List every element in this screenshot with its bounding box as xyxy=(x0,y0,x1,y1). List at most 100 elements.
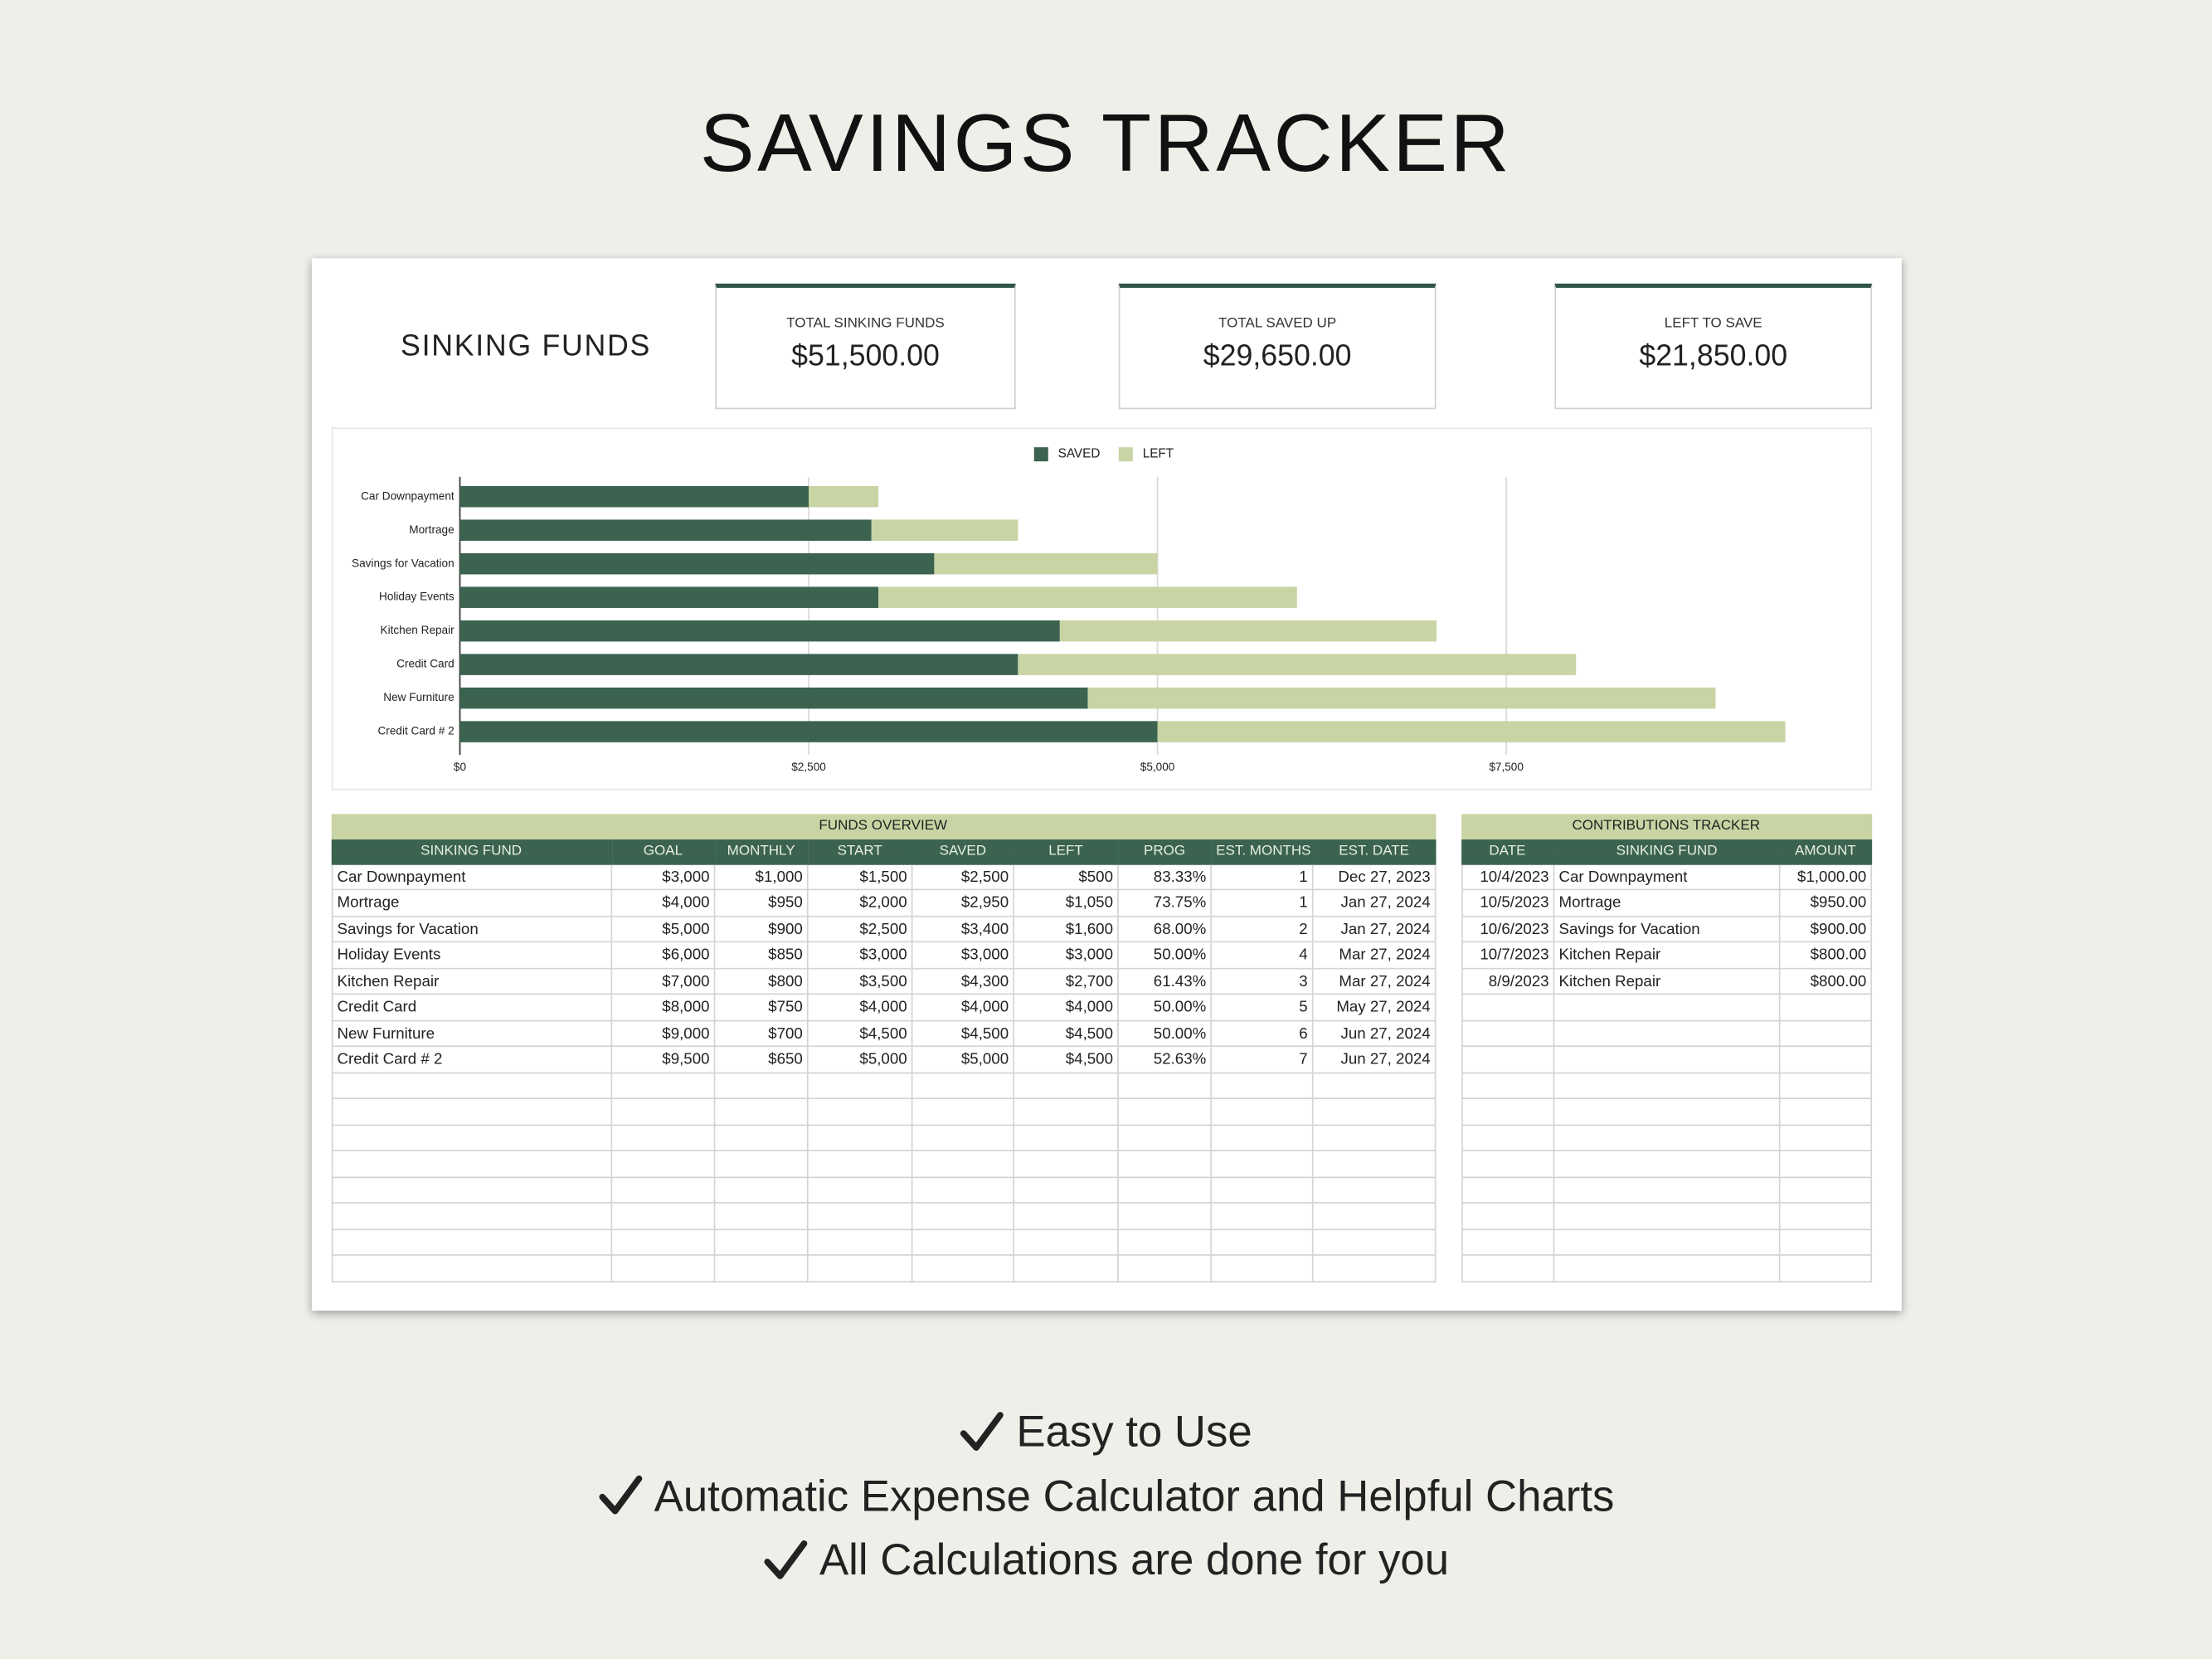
table-cell: $6,000 xyxy=(612,942,716,969)
empty-cell xyxy=(1313,1125,1437,1151)
empty-cell xyxy=(1014,1125,1119,1151)
empty-cell xyxy=(808,1255,913,1282)
table-cell: Car Downpayment xyxy=(1554,864,1781,891)
table-header: DATE xyxy=(1461,839,1555,864)
table-cell: Savings for Vacation xyxy=(1554,916,1781,943)
bar xyxy=(1059,620,1437,642)
table-cell: $2,500 xyxy=(808,916,913,943)
empty-cell xyxy=(1461,1177,1555,1204)
table-cell: $5,000 xyxy=(808,1047,913,1073)
empty-cell xyxy=(912,1151,1014,1178)
table-cell: Dec 27, 2023 xyxy=(1313,864,1437,891)
empty-cell xyxy=(1780,1098,1873,1126)
table-cell: $3,000 xyxy=(612,864,716,891)
empty-cell xyxy=(1014,1203,1119,1230)
table-cell: $800.00 xyxy=(1780,942,1873,969)
table-header: START xyxy=(808,839,913,864)
table-cell: 2 xyxy=(1212,916,1314,943)
kpi-card: TOTAL SAVED UP $29,650.00 xyxy=(1118,283,1437,410)
kpi-value: $21,850.00 xyxy=(1639,339,1788,373)
kpi-label: LEFT TO SAVE xyxy=(1664,315,1762,332)
kpi-label: TOTAL SINKING FUNDS xyxy=(786,315,945,332)
table-cell: Savings for Vacation xyxy=(331,916,613,943)
kpi-value: $29,650.00 xyxy=(1203,339,1352,373)
feature-text: All Calculations are done for you xyxy=(819,1535,1450,1585)
y-tick-label: Credit Card # 2 xyxy=(377,725,454,737)
table-cell: $4,500 xyxy=(1014,1020,1119,1048)
table-cell: Kitchen Repair xyxy=(1554,942,1781,969)
table-cell: 1 xyxy=(1212,864,1314,891)
check-icon xyxy=(764,1540,808,1579)
feature-item: Easy to Use xyxy=(0,1399,2212,1463)
table-cell: $3,500 xyxy=(808,968,913,995)
y-tick-label: Car Downpayment xyxy=(361,489,455,502)
table-cell: Mortrage xyxy=(1554,890,1781,917)
empty-cell xyxy=(715,1098,809,1126)
empty-cell xyxy=(331,1177,613,1204)
table-cell: 68.00% xyxy=(1118,916,1213,943)
empty-cell xyxy=(1461,1073,1555,1099)
empty-cell xyxy=(1118,1098,1213,1126)
table-cell: 5 xyxy=(1212,995,1314,1021)
bar xyxy=(459,485,809,508)
feature-item: All Calculations are done for you xyxy=(0,1528,2212,1592)
empty-cell xyxy=(1461,1229,1555,1256)
table-cell: $650 xyxy=(715,1047,809,1073)
bar xyxy=(459,654,1018,675)
legend-label: LEFT xyxy=(1143,447,1174,461)
empty-cell xyxy=(1554,1125,1781,1151)
legend-swatch xyxy=(1118,447,1133,462)
empty-cell xyxy=(1313,1255,1437,1282)
bar xyxy=(459,586,879,608)
empty-cell xyxy=(1461,1203,1555,1230)
table-cell: Kitchen Repair xyxy=(331,968,613,995)
table-cell: $9,000 xyxy=(612,1020,716,1048)
empty-cell xyxy=(1461,1151,1555,1178)
chart-panel: $0 $2,500 $5,000 $7,500 Car Downpayment Mortr… xyxy=(331,427,1873,791)
table-cell: $1,500 xyxy=(808,864,913,891)
bar xyxy=(934,552,1158,575)
empty-cell xyxy=(612,1073,716,1099)
empty-cell xyxy=(912,1255,1014,1282)
empty-cell xyxy=(912,1073,1014,1099)
table-header: SINKING FUND xyxy=(331,839,613,864)
empty-cell xyxy=(1212,1098,1314,1126)
table-header: SAVED xyxy=(912,839,1014,864)
empty-cell xyxy=(612,1151,716,1178)
table-header: LEFT xyxy=(1014,839,1119,864)
table-cell: Credit Card # 2 xyxy=(331,1047,613,1073)
empty-cell xyxy=(612,1229,716,1256)
page-title: SAVINGS TRACKER xyxy=(699,97,1513,189)
table-cell: $900 xyxy=(715,916,809,943)
table-cell: $900.00 xyxy=(1780,916,1873,943)
table-cell: $9,500 xyxy=(612,1047,716,1073)
y-tick-label: Mortrage xyxy=(409,523,454,536)
table-header: AMOUNT xyxy=(1780,839,1873,864)
feature-text: Easy to Use xyxy=(1016,1406,1252,1457)
table-cell: $800 xyxy=(715,968,809,995)
table-cell: $4,000 xyxy=(808,995,913,1021)
empty-cell xyxy=(912,1229,1014,1256)
empty-cell xyxy=(715,1151,809,1178)
feature-text: Automatic Expense Calculator and Helpful… xyxy=(654,1471,1615,1520)
feature-list: Easy to Use Automatic Expense Calculator … xyxy=(0,1399,2212,1592)
empty-cell xyxy=(1118,1125,1213,1151)
empty-cell xyxy=(912,1177,1014,1204)
table-cell: Mar 27, 2024 xyxy=(1313,942,1437,969)
empty-cell xyxy=(1118,1203,1213,1230)
table-cell: $7,000 xyxy=(612,968,716,995)
bar xyxy=(1157,721,1786,742)
empty-cell xyxy=(1780,1020,1873,1048)
empty-cell xyxy=(331,1125,613,1151)
table-cell: 50.00% xyxy=(1118,942,1213,969)
table-cell: Jun 27, 2024 xyxy=(1313,1020,1437,1048)
feature-item: Automatic Expense Calculator and Helpful… xyxy=(0,1464,2212,1528)
empty-cell xyxy=(1780,995,1873,1021)
bar xyxy=(1018,654,1577,675)
empty-cell xyxy=(1780,1255,1873,1282)
check-icon xyxy=(598,1476,642,1515)
table-cell: Credit Card xyxy=(331,995,613,1021)
empty-cell xyxy=(1554,1151,1781,1178)
x-tick-label: $5,000 xyxy=(1140,761,1175,773)
